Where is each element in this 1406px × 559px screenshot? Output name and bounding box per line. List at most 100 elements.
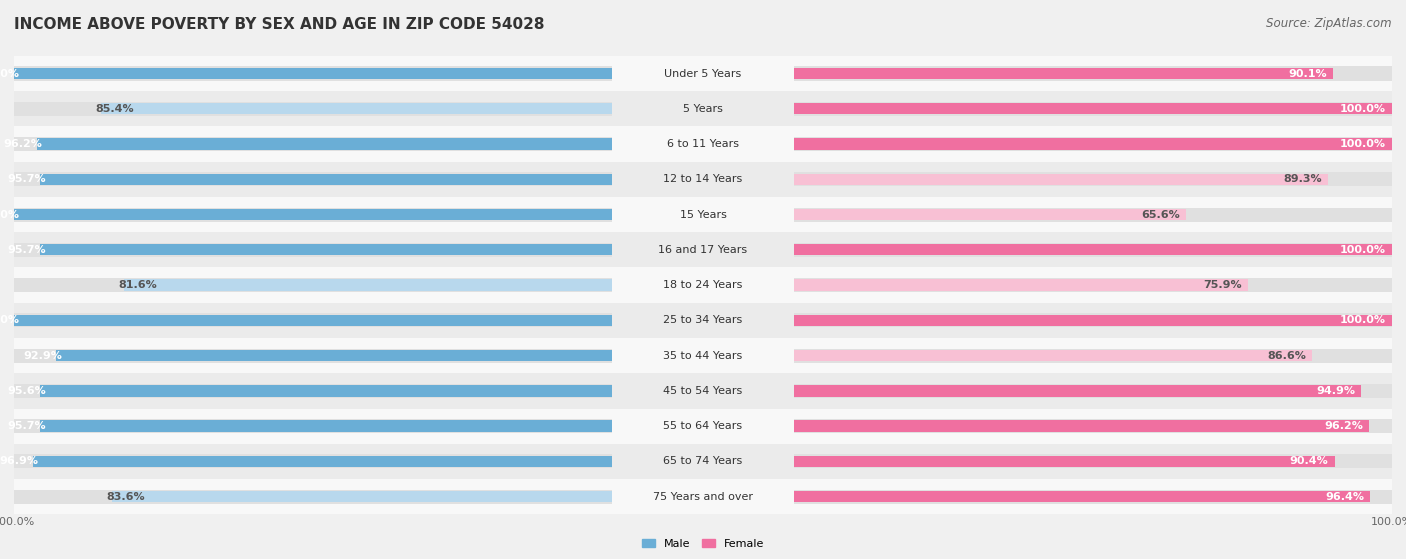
Bar xyxy=(794,209,1187,220)
Bar xyxy=(56,350,612,361)
Bar xyxy=(794,267,1392,303)
Bar xyxy=(794,420,1369,432)
Text: 94.9%: 94.9% xyxy=(1316,386,1355,396)
Bar xyxy=(14,207,612,221)
Bar xyxy=(612,232,794,267)
Bar xyxy=(612,197,794,232)
Bar xyxy=(612,267,794,303)
Bar xyxy=(794,303,1392,338)
Bar xyxy=(794,278,1392,292)
Bar xyxy=(794,139,1392,150)
Bar xyxy=(14,91,612,126)
Bar xyxy=(794,456,1334,467)
Bar xyxy=(612,444,794,479)
Text: 89.3%: 89.3% xyxy=(1284,174,1322,184)
Bar xyxy=(612,409,794,444)
Bar xyxy=(14,126,612,162)
Bar xyxy=(14,419,612,433)
Text: 83.6%: 83.6% xyxy=(105,492,145,501)
Bar xyxy=(14,137,612,151)
Bar xyxy=(32,456,612,467)
Text: 75 Years and over: 75 Years and over xyxy=(652,492,754,501)
Text: 95.7%: 95.7% xyxy=(7,174,46,184)
Bar xyxy=(101,103,612,115)
Bar xyxy=(14,243,612,257)
Text: 100.0%: 100.0% xyxy=(1340,315,1386,325)
Bar xyxy=(14,267,612,303)
Text: 100.0%: 100.0% xyxy=(1340,245,1386,255)
Bar xyxy=(794,243,1392,257)
Bar xyxy=(794,102,1392,116)
Bar xyxy=(794,479,1392,514)
Text: 90.4%: 90.4% xyxy=(1289,456,1329,466)
Text: 96.2%: 96.2% xyxy=(4,139,42,149)
Bar xyxy=(794,232,1392,267)
Bar xyxy=(794,409,1392,444)
Bar xyxy=(124,280,612,291)
Bar xyxy=(794,172,1392,186)
Text: 12 to 14 Years: 12 to 14 Years xyxy=(664,174,742,184)
Legend: Male, Female: Male, Female xyxy=(637,534,769,553)
Text: 15 Years: 15 Years xyxy=(679,210,727,220)
Bar xyxy=(14,373,612,409)
Bar xyxy=(14,172,612,186)
Bar xyxy=(14,162,612,197)
Bar xyxy=(794,56,1392,91)
Bar xyxy=(794,419,1392,433)
Bar xyxy=(794,174,1329,185)
Text: 25 to 34 Years: 25 to 34 Years xyxy=(664,315,742,325)
Bar xyxy=(794,103,1392,115)
Bar xyxy=(794,126,1392,162)
Bar xyxy=(14,454,612,468)
Bar xyxy=(612,91,794,126)
Text: 100.0%: 100.0% xyxy=(1340,139,1386,149)
Text: 92.9%: 92.9% xyxy=(24,350,62,361)
Bar xyxy=(794,444,1392,479)
Bar xyxy=(14,315,612,326)
Text: 100.0%: 100.0% xyxy=(0,210,20,220)
Bar xyxy=(794,315,1392,326)
Bar xyxy=(794,350,1312,361)
Text: 100.0%: 100.0% xyxy=(0,69,20,78)
Bar xyxy=(41,385,612,396)
Bar xyxy=(612,479,794,514)
Bar xyxy=(112,491,612,503)
Bar xyxy=(794,67,1392,80)
Bar xyxy=(794,338,1392,373)
Text: 96.2%: 96.2% xyxy=(1324,421,1364,431)
Text: 85.4%: 85.4% xyxy=(96,104,134,114)
Text: 5 Years: 5 Years xyxy=(683,104,723,114)
Bar xyxy=(14,409,612,444)
Bar xyxy=(794,490,1392,504)
Bar xyxy=(14,209,612,220)
Text: 96.9%: 96.9% xyxy=(0,456,38,466)
Bar xyxy=(14,232,612,267)
Text: 95.7%: 95.7% xyxy=(7,421,46,431)
Bar xyxy=(794,137,1392,151)
Bar xyxy=(39,420,612,432)
Bar xyxy=(794,280,1249,291)
Bar xyxy=(612,303,794,338)
Text: Source: ZipAtlas.com: Source: ZipAtlas.com xyxy=(1267,17,1392,30)
Bar xyxy=(794,313,1392,328)
Bar xyxy=(14,303,612,338)
Bar xyxy=(794,454,1392,468)
Bar xyxy=(794,207,1392,221)
Bar xyxy=(14,102,612,116)
Text: 90.1%: 90.1% xyxy=(1288,69,1327,78)
Bar xyxy=(14,313,612,328)
Text: INCOME ABOVE POVERTY BY SEX AND AGE IN ZIP CODE 54028: INCOME ABOVE POVERTY BY SEX AND AGE IN Z… xyxy=(14,17,544,32)
Bar xyxy=(14,349,612,363)
Bar xyxy=(14,444,612,479)
Bar xyxy=(794,197,1392,232)
Text: 55 to 64 Years: 55 to 64 Years xyxy=(664,421,742,431)
Bar xyxy=(14,56,612,91)
Bar xyxy=(39,244,612,255)
Text: 45 to 54 Years: 45 to 54 Years xyxy=(664,386,742,396)
Bar xyxy=(794,91,1392,126)
Text: 86.6%: 86.6% xyxy=(1267,350,1306,361)
Bar xyxy=(794,491,1371,503)
Text: 75.9%: 75.9% xyxy=(1204,280,1241,290)
Bar xyxy=(14,479,612,514)
Bar xyxy=(14,384,612,398)
